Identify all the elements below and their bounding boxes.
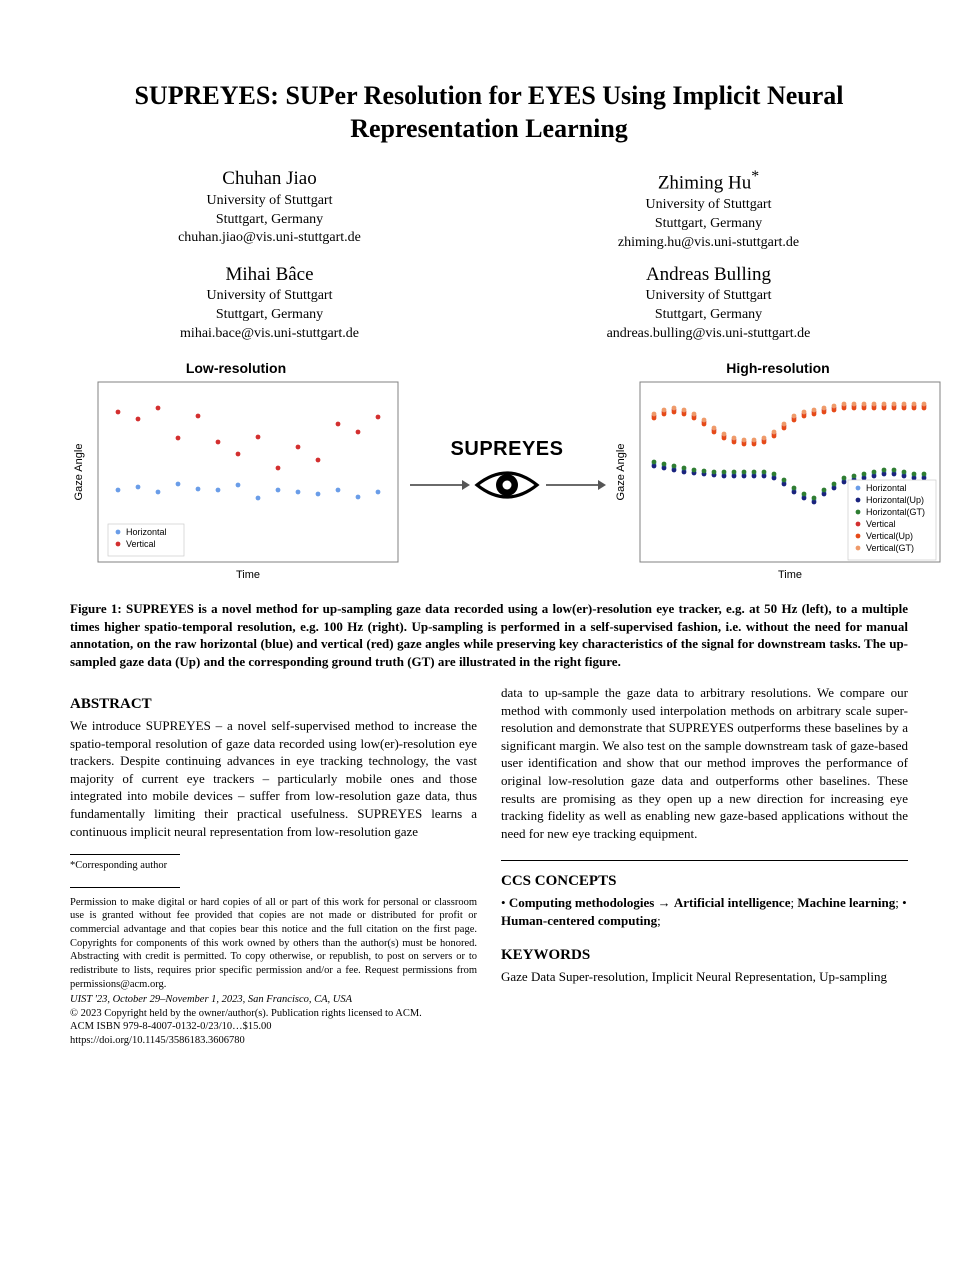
authors-block: Chuhan JiaoUniversity of StuttgartStuttg… (70, 167, 908, 344)
low-resolution-chart: Gaze Angle Time Horizontal Vertical (70, 378, 402, 582)
figure-caption: Figure 1: SUPREYES is a novel method for… (70, 600, 908, 670)
ccs-term: Machine learning (797, 895, 895, 910)
author-name: Mihai Bâce (70, 263, 469, 288)
author-affiliation: University of Stuttgart (70, 192, 469, 211)
arrow-left-icon (408, 477, 470, 493)
author-affiliation: University of Stuttgart (509, 196, 908, 215)
svg-text:Vertical(GT): Vertical(GT) (866, 543, 914, 553)
author-name: Chuhan Jiao (70, 167, 469, 192)
ccs-separator (501, 860, 908, 861)
right-chart-title: High-resolution (726, 360, 829, 376)
paper-title: SUPREYES: SUPer Resolution for EYES Usin… (70, 80, 908, 145)
ccs-sep: ; (657, 913, 661, 928)
high-resolution-chart: Gaze Angle Time Horizontal Horizontal(Up) Ho… (612, 378, 944, 582)
author-block: Andreas BullingUniversity of StuttgartSt… (509, 263, 908, 344)
figure-1: Low-resolution Gaze Angle Time Horizontal V… (70, 360, 908, 582)
author-affiliation: University of Stuttgart (509, 287, 908, 306)
ccs-term: Computing methodologies (509, 895, 655, 910)
author-email: zhiming.hu@vis.uni-stuttgart.de (509, 234, 908, 253)
ccs-sep: ; • (895, 895, 906, 910)
author-location: Stuttgart, Germany (509, 306, 908, 325)
author-location: Stuttgart, Germany (70, 211, 469, 230)
svg-text:Horizontal: Horizontal (866, 483, 907, 493)
corresponding-author-footnote: *Corresponding author (70, 859, 477, 873)
ccs-bullet: • (501, 895, 509, 910)
copyright-line-1: © 2023 Copyright held by the owner/autho… (70, 1007, 477, 1021)
svg-text:Vertical: Vertical (866, 519, 896, 529)
ccs-term: Human-centered computing (501, 913, 657, 928)
right-column: data to up-sample the gaze data to arbit… (501, 684, 908, 1048)
svg-text:Vertical(Up): Vertical(Up) (866, 531, 913, 541)
author-affiliation: University of Stuttgart (70, 287, 469, 306)
abstract-text-left: We introduce SUPREYES – a novel self-sup… (70, 717, 477, 840)
ccs-heading: CCS CONCEPTS (501, 873, 908, 890)
svg-text:Horizontal(Up): Horizontal(Up) (866, 495, 924, 505)
supreyes-label: SUPREYES (451, 438, 564, 461)
abstract-text-right: data to up-sample the gaze data to arbit… (501, 684, 908, 842)
svg-text:Vertical: Vertical (126, 539, 156, 549)
left-column: ABSTRACT We introduce SUPREYES – a novel… (70, 684, 477, 1048)
author-email: mihai.bace@vis.uni-stuttgart.de (70, 325, 469, 344)
svg-text:Time: Time (236, 569, 260, 581)
svg-text:Gaze Angle: Gaze Angle (615, 444, 627, 501)
author-email: andreas.bulling@vis.uni-stuttgart.de (509, 325, 908, 344)
author-location: Stuttgart, Germany (70, 306, 469, 325)
author-location: Stuttgart, Germany (509, 215, 908, 234)
arrow-right-icon (544, 477, 606, 493)
eye-icon (474, 465, 540, 505)
ccs-arrow: → (654, 895, 674, 910)
doi-line: https://doi.org/10.1145/3586183.3606780 (70, 1034, 477, 1048)
abstract-heading: ABSTRACT (70, 696, 477, 713)
right-chart-wrapper: High-resolution Gaze Angle Time Horizontal… (612, 360, 944, 582)
author-name: Zhiming Hu* (509, 167, 908, 196)
author-block: Chuhan JiaoUniversity of StuttgartStuttg… (70, 167, 469, 253)
author-email: chuhan.jiao@vis.uni-stuttgart.de (70, 229, 469, 248)
keywords-heading: KEYWORDS (501, 947, 908, 964)
left-chart-title: Low-resolution (186, 360, 286, 376)
author-block: Zhiming Hu*University of StuttgartStuttg… (509, 167, 908, 253)
author-block: Mihai BâceUniversity of StuttgartStuttga… (70, 263, 469, 344)
ccs-term: Artificial intelligence (674, 895, 791, 910)
permission-separator (70, 887, 180, 888)
arrows-row (408, 465, 606, 505)
svg-text:Horizontal: Horizontal (126, 527, 167, 537)
author-name: Andreas Bulling (509, 263, 908, 288)
copyright-line-2: ACM ISBN 979-8-4007-0132-0/23/10…$15.00 (70, 1020, 477, 1034)
permission-block: Permission to make digital or hard copie… (70, 896, 477, 991)
keywords-text: Gaze Data Super-resolution, Implicit Neu… (501, 968, 908, 986)
svg-text:Time: Time (778, 569, 802, 581)
svg-text:Gaze Angle: Gaze Angle (73, 444, 85, 501)
footnote-separator (70, 854, 180, 855)
svg-text:Horizontal(GT): Horizontal(GT) (866, 507, 925, 517)
ccs-concepts-text: • Computing methodologies → Artificial i… (501, 894, 908, 930)
left-chart-wrapper: Low-resolution Gaze Angle Time Horizontal V… (70, 360, 402, 582)
venue-line: UIST '23, October 29–November 1, 2023, S… (70, 993, 477, 1007)
figure-middle: SUPREYES (408, 438, 606, 505)
